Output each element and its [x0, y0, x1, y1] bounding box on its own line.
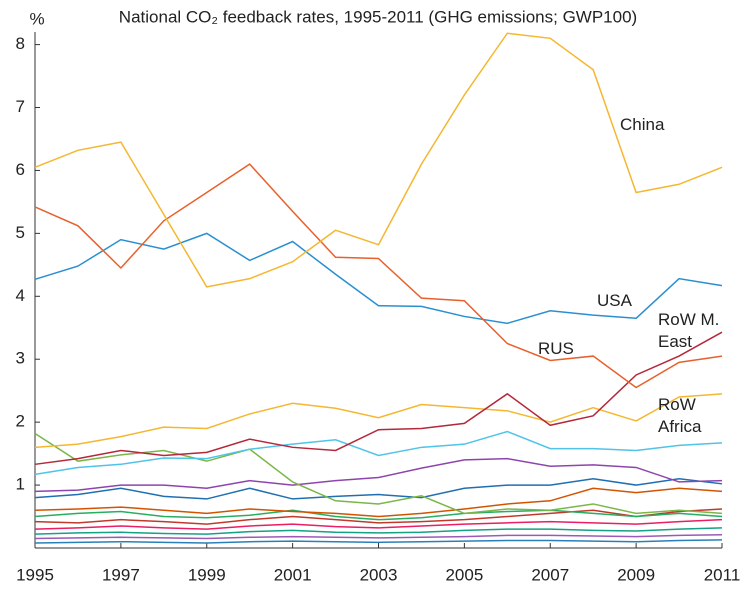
x-tick-label: 2007 [531, 565, 569, 584]
x-tick-label: 2001 [274, 565, 312, 584]
y-tick-label: 2 [16, 412, 25, 431]
series-line [34, 478, 723, 500]
series-line [34, 527, 723, 535]
series-line [34, 539, 723, 544]
series-line [34, 393, 723, 449]
series-line [34, 32, 723, 288]
series-line [34, 534, 723, 540]
x-tick-label: 1997 [102, 565, 140, 584]
y-tick-label: 4 [16, 286, 25, 305]
series-line [34, 509, 723, 521]
series-line [34, 518, 723, 530]
x-tick-label: 2011 [704, 565, 741, 584]
y-axis-label: % [29, 9, 44, 28]
series-line [34, 432, 723, 515]
series-line [34, 331, 723, 466]
y-tick-label: 7 [16, 97, 25, 116]
y-tick-label: 8 [16, 34, 25, 53]
series-line [34, 457, 723, 493]
series-label: RoW M. East [658, 310, 720, 351]
series-line [34, 487, 723, 518]
x-tick-label: 1995 [16, 565, 54, 584]
x-tick-label: 2009 [617, 565, 655, 584]
y-tick-label: 3 [16, 349, 25, 368]
chart-title: National CO₂ feedback rates, 1995-2011 (… [119, 7, 637, 26]
series-line [34, 232, 723, 325]
series-label: RUS [538, 339, 574, 358]
y-tick-label: 5 [16, 223, 25, 242]
x-tick-label: 1999 [188, 565, 226, 584]
x-tick-label: 2003 [360, 565, 398, 584]
series-line [34, 508, 723, 525]
series-label: RoW Africa [658, 395, 702, 436]
y-tick-label: 6 [16, 160, 25, 179]
series-label: China [620, 115, 665, 134]
x-tick-label: 2005 [445, 565, 483, 584]
series-line [34, 430, 723, 476]
series-label: USA [597, 291, 632, 310]
y-tick-label: 1 [16, 475, 25, 494]
series-line [34, 163, 723, 389]
